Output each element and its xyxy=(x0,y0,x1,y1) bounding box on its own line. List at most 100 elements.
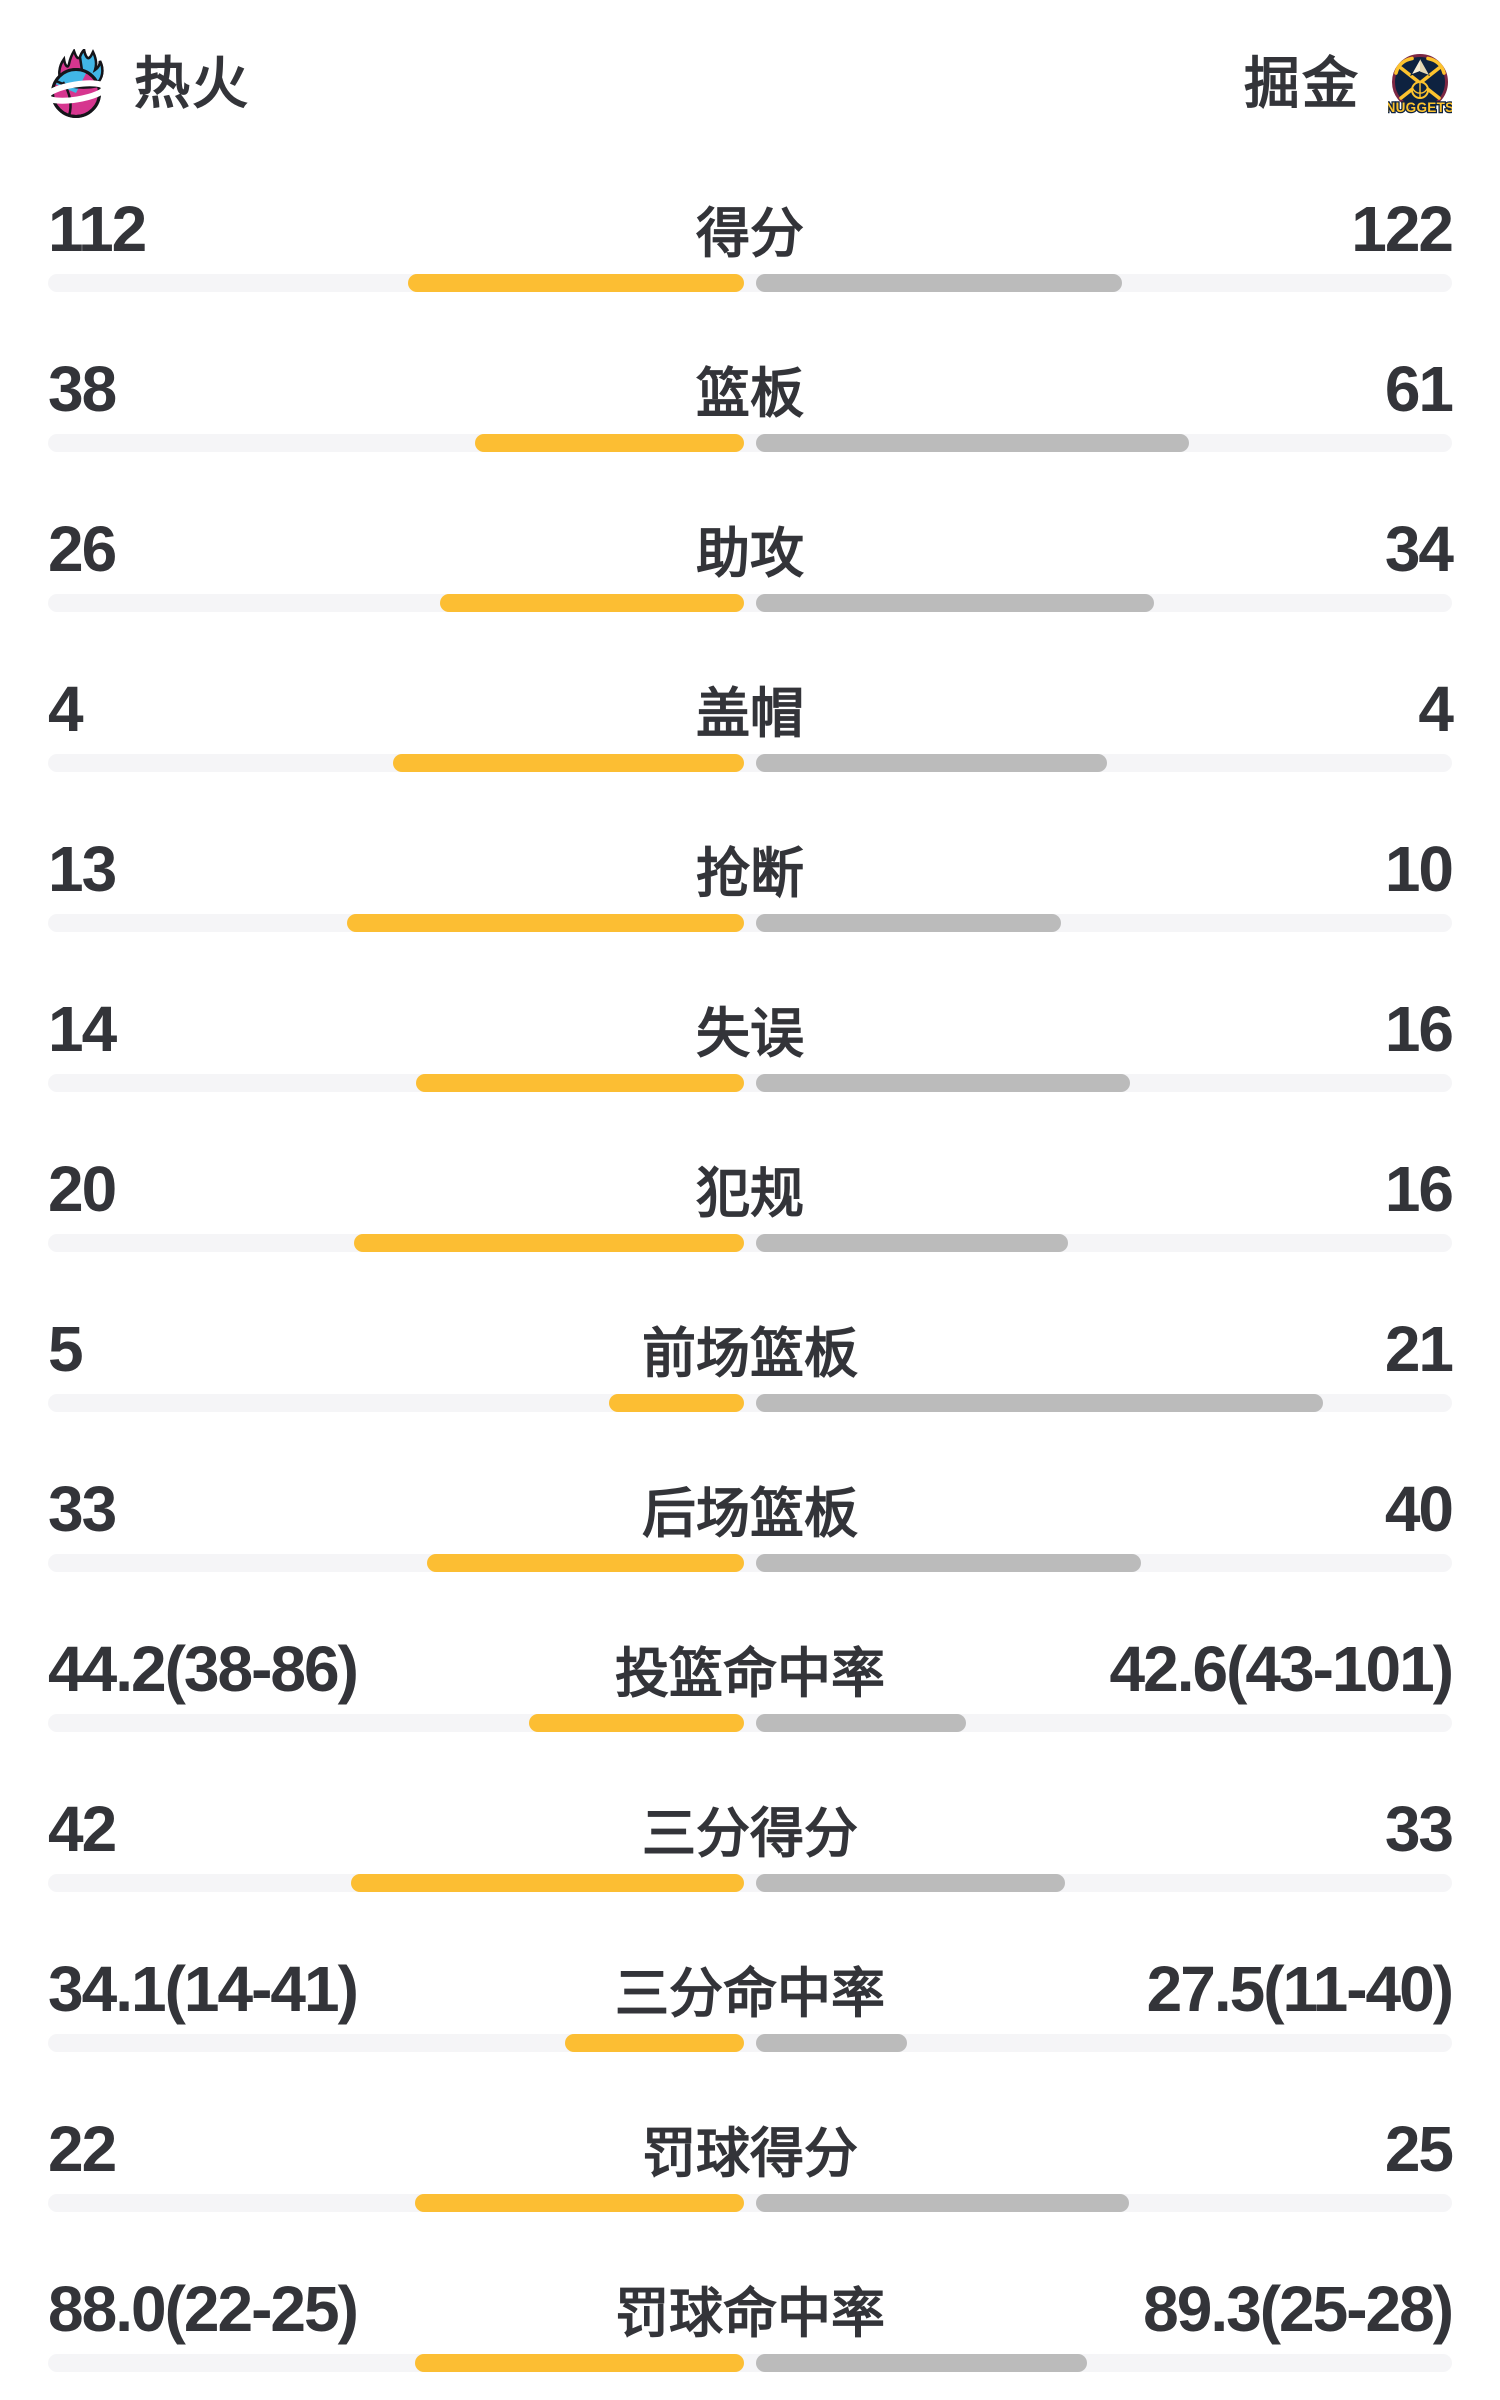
stat-bar-home xyxy=(408,274,744,292)
stat-label: 后场篮板 xyxy=(642,1484,858,1544)
stat-line: 26 助攻 34 xyxy=(48,490,1454,585)
stat-label: 前场篮板 xyxy=(642,1324,858,1384)
stat-label: 篮板 xyxy=(696,364,804,424)
stat-bar-away xyxy=(756,2354,1087,2372)
stat-home-value: 5 xyxy=(48,1313,84,1385)
stat-row: 88.0(22-25) 罚球命中率 89.3(25-28) xyxy=(0,2250,1500,2400)
stat-home-value: 13 xyxy=(48,833,117,905)
stat-row: 26 助攻 34 xyxy=(0,490,1500,650)
stat-home-value: 112 xyxy=(48,193,147,265)
stat-label: 抢断 xyxy=(696,844,804,904)
stat-away-value: 27.5(11-40) xyxy=(1146,1953,1454,2025)
stat-away-value: 89.3(25-28) xyxy=(1143,2273,1454,2345)
stats-list: 112 得分 122 38 篮板 61 26 助攻 34 4 盖帽 4 13 抢断 10 14 失误 16 20 犯规… xyxy=(0,170,1500,2400)
stat-bar-home xyxy=(440,594,744,612)
stat-line: 88.0(22-25) 罚球命中率 89.3(25-28) xyxy=(48,2250,1454,2345)
stat-line: 44.2(38-86) 投篮命中率 42.6(43-101) xyxy=(48,1610,1454,1705)
stat-line: 33 后场篮板 40 xyxy=(48,1450,1454,1545)
stat-away-value: 42.6(43-101) xyxy=(1109,1633,1454,1705)
nuggets-logo-icon: NUGGETS xyxy=(1388,52,1452,116)
stat-away-value: 16 xyxy=(1384,993,1454,1065)
stat-home-value: 38 xyxy=(48,353,117,425)
stat-home-value: 88.0(22-25) xyxy=(48,2273,359,2345)
stat-away-value: 4 xyxy=(1418,673,1454,745)
stat-line: 5 前场篮板 21 xyxy=(48,1290,1454,1385)
stat-line: 42 三分得分 33 xyxy=(48,1770,1454,1865)
stat-bar-away xyxy=(756,914,1061,932)
stat-line: 13 抢断 10 xyxy=(48,810,1454,905)
stat-label: 犯规 xyxy=(696,1164,804,1224)
stat-bar-away xyxy=(756,754,1107,772)
stat-bar-track xyxy=(48,914,1452,932)
stat-line: 20 犯规 16 xyxy=(48,1130,1454,1225)
team-right: 掘金 xyxy=(1244,52,1452,116)
stat-away-value: 33 xyxy=(1384,1793,1454,1865)
stat-label: 助攻 xyxy=(696,524,804,584)
stat-line: 112 得分 122 xyxy=(48,170,1454,265)
stat-line: 34.1(14-41) 三分命中率 27.5(11-40) xyxy=(48,1930,1454,2025)
stat-bar-away xyxy=(756,2194,1129,2212)
stat-bar-away xyxy=(756,274,1122,292)
nuggets-logo-wordmark: NUGGETS xyxy=(1388,100,1452,115)
stat-line: 22 罚球得分 25 xyxy=(48,2090,1454,2185)
stat-bar-track xyxy=(48,2354,1452,2372)
stat-row: 42 三分得分 33 xyxy=(0,1770,1500,1930)
team-right-name: 掘金 xyxy=(1244,52,1360,115)
stat-home-value: 4 xyxy=(48,673,84,745)
stat-bar-home xyxy=(354,1234,744,1252)
stat-label: 罚球得分 xyxy=(642,2124,858,2184)
stat-line: 14 失误 16 xyxy=(48,970,1454,1065)
stat-bar-track xyxy=(48,1714,1452,1732)
stat-label: 三分命中率 xyxy=(615,1964,885,2024)
stat-bar-track xyxy=(48,274,1452,292)
stat-row: 4 盖帽 4 xyxy=(0,650,1500,810)
stat-label: 得分 xyxy=(696,204,804,264)
stat-label: 罚球命中率 xyxy=(615,2284,885,2344)
stat-away-value: 16 xyxy=(1384,1153,1454,1225)
stat-label: 盖帽 xyxy=(696,684,804,744)
heat-logo-icon xyxy=(48,49,106,119)
stat-home-value: 34.1(14-41) xyxy=(48,1953,359,2025)
stat-bar-home xyxy=(416,1074,744,1092)
stat-bar-track xyxy=(48,1234,1452,1252)
stat-label: 投篮命中率 xyxy=(615,1644,885,1704)
stat-row: 44.2(38-86) 投篮命中率 42.6(43-101) xyxy=(0,1610,1500,1770)
stat-bar-home xyxy=(529,1714,744,1732)
stat-bar-track xyxy=(48,1394,1452,1412)
stat-bar-home xyxy=(475,434,744,452)
stat-bar-home xyxy=(609,1394,744,1412)
stat-row: 14 失误 16 xyxy=(0,970,1500,1130)
stat-bar-away xyxy=(756,1394,1323,1412)
header: 热火 掘金 xyxy=(48,0,1452,168)
stat-bar-track xyxy=(48,2194,1452,2212)
stat-home-value: 44.2(38-86) xyxy=(48,1633,359,1705)
stat-row: 34.1(14-41) 三分命中率 27.5(11-40) xyxy=(0,1930,1500,2090)
stat-bar-home xyxy=(351,1874,744,1892)
stat-home-value: 33 xyxy=(48,1473,117,1545)
stat-away-value: 40 xyxy=(1384,1473,1454,1545)
stat-bar-away xyxy=(756,1234,1068,1252)
stat-home-value: 22 xyxy=(48,2113,117,2185)
stat-bar-home xyxy=(393,754,744,772)
stat-bar-home xyxy=(347,914,744,932)
team-left-name: 热火 xyxy=(134,52,250,115)
stat-away-value: 122 xyxy=(1351,193,1454,265)
stat-bar-track xyxy=(48,1554,1452,1572)
stat-away-value: 10 xyxy=(1384,833,1454,905)
stat-bar-home xyxy=(415,2194,744,2212)
stat-bar-track xyxy=(48,1074,1452,1092)
stat-away-value: 21 xyxy=(1384,1313,1454,1385)
stat-home-value: 26 xyxy=(48,513,117,585)
stat-line: 38 篮板 61 xyxy=(48,330,1454,425)
stat-row: 112 得分 122 xyxy=(0,170,1500,330)
stat-bar-away xyxy=(756,1874,1065,1892)
stat-row: 38 篮板 61 xyxy=(0,330,1500,490)
stat-away-value: 61 xyxy=(1384,353,1454,425)
stat-home-value: 20 xyxy=(48,1153,117,1225)
stat-home-value: 42 xyxy=(48,1793,117,1865)
stat-bar-track xyxy=(48,2034,1452,2052)
stat-row: 5 前场篮板 21 xyxy=(0,1290,1500,1450)
stat-row: 13 抢断 10 xyxy=(0,810,1500,970)
stat-away-value: 34 xyxy=(1384,513,1454,585)
